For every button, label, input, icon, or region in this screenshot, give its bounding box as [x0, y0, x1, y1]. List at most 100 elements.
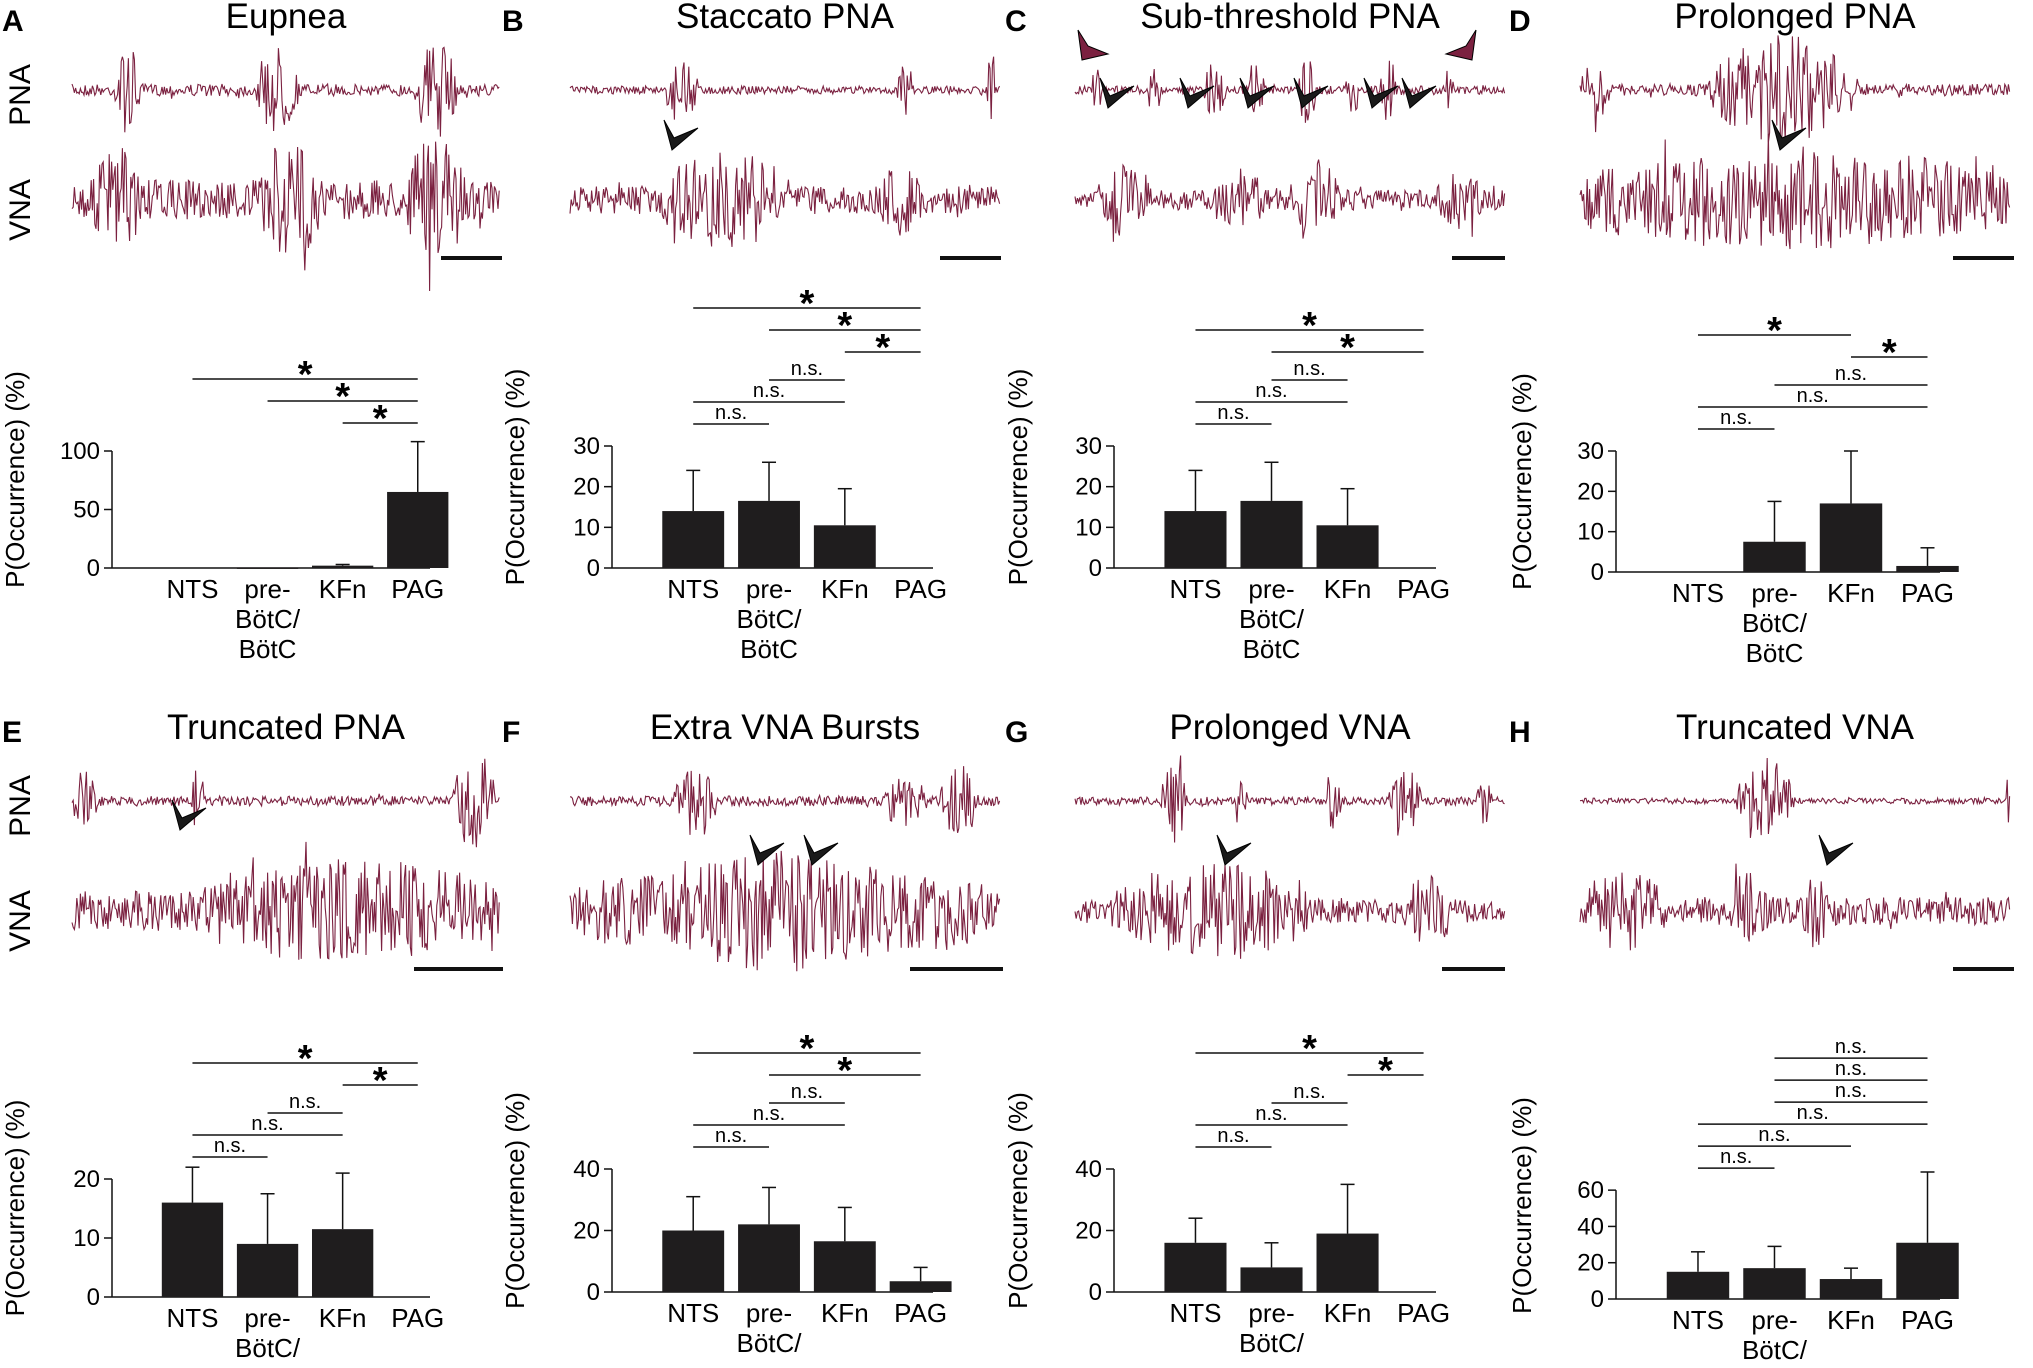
bar-nts [1164, 511, 1227, 568]
bar-chart: 0 10 20 30 P(Occurrence) (%) NTS pre-BötC/BötC… [1003, 305, 1450, 664]
y-tick-label: 0 [87, 1284, 100, 1311]
arrowhead-marker [1179, 77, 1215, 109]
bar-chart: 0 10 20 30 P(Occurrence) (%) NTS pre-BötC/BötC… [500, 283, 947, 664]
bar-kfn [813, 525, 876, 568]
vna-trace [1579, 133, 2011, 250]
category-label: BötC/ [235, 1333, 301, 1363]
arrowhead-marker [1239, 77, 1275, 109]
y-tick-label: 0 [1089, 555, 1102, 582]
panel-letter: G [1005, 716, 1028, 749]
category-label: NTS [1169, 574, 1221, 604]
y-tick-label: 60 [1577, 1177, 1604, 1204]
category-label: NTS [166, 574, 218, 604]
bar-pre-b-tc-b-tc [236, 1243, 299, 1297]
vna-trace [71, 841, 500, 960]
bar-nts [161, 1202, 224, 1297]
bar-kfn [813, 1241, 876, 1292]
significance-ns: n.s. [1217, 402, 1249, 424]
significance-ns: n.s. [289, 1091, 321, 1113]
significance-star: * [1340, 327, 1355, 369]
category-label: NTS [667, 574, 719, 604]
category-label: NTS [1169, 1298, 1221, 1328]
bar-pag [1896, 1242, 1959, 1299]
y-tick-label: 20 [1577, 1250, 1604, 1277]
bar-chart: 0 20 40 P(Occurrence) (%) NTS pre-BötC/BötC KF… [500, 1028, 952, 1368]
panel-title: Staccato PNA [676, 0, 895, 36]
significance-ns: n.s. [791, 358, 823, 380]
significance-ns: n.s. [753, 1103, 785, 1125]
y-tick-label: 0 [1089, 1279, 1102, 1306]
significance-star: * [837, 1050, 852, 1092]
vna-label: VNA [4, 179, 37, 241]
significance-ns: n.s. [1835, 1080, 1867, 1102]
y-axis-label: P(Occurrence) (%) [1003, 369, 1033, 586]
bar-pre-b-tc-b-tc [1743, 541, 1806, 572]
arrowhead-marker [171, 799, 207, 831]
category-label: BötC [740, 634, 798, 664]
panel-title: Eupnea [226, 0, 347, 36]
y-tick-label: 0 [1591, 559, 1604, 586]
panel-letter: H [1509, 716, 1531, 749]
panel-g: G Prolonged VNA 0 20 40 P(Occurrence) (%) NTS p… [1003, 708, 1506, 1368]
y-tick-label: 20 [1577, 478, 1604, 505]
significance-star: * [373, 1060, 388, 1102]
significance-ns: n.s. [1797, 1102, 1829, 1124]
panel-d: D Prolonged PNA 0 10 20 30 P(Occurrence) (%) NT… [1507, 0, 2014, 668]
y-tick-label: 0 [1591, 1286, 1604, 1313]
arrowhead-marker [1363, 77, 1399, 109]
bar-chart: 0 10 20 30 P(Occurrence) (%) NTS pre-BötC/BötC… [1507, 310, 1959, 668]
y-tick-label: 10 [73, 1225, 100, 1252]
significance-star: * [800, 283, 815, 325]
category-label: BötC/ [1742, 608, 1808, 638]
bar-kfn [1819, 503, 1883, 572]
significance-ns: n.s. [753, 380, 785, 402]
y-tick-label: 30 [1577, 438, 1604, 465]
bar-pre-b-tc-b-tc [738, 1224, 800, 1292]
category-label: pre- [746, 574, 792, 604]
panel-title: Extra VNA Bursts [650, 708, 920, 747]
category-label: BötC/ [1239, 1328, 1305, 1358]
significance-star: * [1302, 305, 1317, 347]
significance-ns: n.s. [791, 1081, 823, 1103]
arrowhead-marker [803, 834, 839, 866]
category-label: PAG [391, 1303, 444, 1333]
panel-letter: A [2, 5, 24, 38]
y-axis-label: P(Occurrence) (%) [1507, 1097, 1537, 1314]
bar-nts [1164, 1242, 1227, 1292]
y-tick-label: 50 [73, 497, 100, 524]
bar-pag [1896, 565, 1959, 572]
bar-kfn [1316, 525, 1379, 568]
bar-pre-b-tc-b-tc [1240, 500, 1303, 568]
category-label: BötC [239, 634, 297, 664]
panel-f: F Extra VNA Bursts 0 20 40 P(Occurrence) (%) N… [500, 708, 1003, 1368]
y-tick-label: 20 [1075, 1218, 1102, 1245]
category-label: PAG [391, 574, 444, 604]
significance-star: * [335, 376, 350, 418]
y-tick-label: 20 [73, 1166, 100, 1193]
panel-b: B Staccato PNA 0 10 20 30 P(Occurrence) (%) NTS… [500, 0, 1001, 664]
category-label: KFn [1324, 574, 1372, 604]
vna-trace [71, 141, 500, 292]
y-tick-label: 20 [573, 474, 600, 501]
bar-kfn [1316, 1233, 1379, 1292]
significance-star: * [298, 1038, 313, 1080]
category-label: BötC [1243, 1358, 1301, 1363]
pna-trace [1074, 755, 1505, 843]
panel-title: Prolonged VNA [1169, 708, 1411, 747]
panel-letter: B [502, 5, 524, 38]
significance-ns: n.s. [1255, 1103, 1287, 1125]
pna-label: PNA [4, 775, 37, 837]
y-tick-label: 0 [587, 1279, 600, 1306]
arrowhead-marker [1818, 834, 1854, 866]
y-tick-label: 0 [587, 555, 600, 582]
category-label: BötC/ [235, 604, 301, 634]
arrowhead-marker [1771, 119, 1807, 151]
pna-trace [71, 758, 500, 848]
significance-ns: n.s. [715, 402, 747, 424]
panel-title: Truncated PNA [167, 708, 406, 747]
category-label: PAG [1901, 1305, 1954, 1335]
panel-h: H Truncated VNA 0 20 40 60 P(Occurrence) (%) NT… [1507, 708, 2014, 1368]
bar-kfn [311, 565, 374, 568]
y-tick-label: 30 [573, 433, 600, 460]
